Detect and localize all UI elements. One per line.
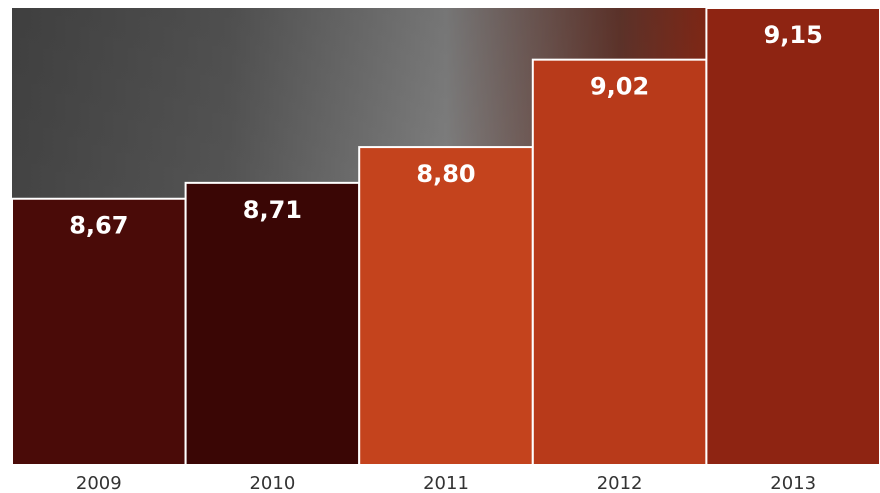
x-tick-label: 2011 (423, 473, 469, 493)
value-label: 9,02 (590, 73, 649, 101)
x-tick-label: 2010 (249, 473, 295, 493)
bar (358, 146, 534, 467)
value-label: 8,80 (416, 160, 475, 188)
x-tick-label: 2009 (76, 473, 122, 493)
x-tick-label: 2013 (770, 473, 816, 493)
bar (705, 7, 880, 466)
x-tick-label: 2012 (597, 473, 643, 493)
bar (184, 181, 361, 466)
bar (531, 58, 708, 467)
bar (11, 197, 187, 466)
value-label: 8,67 (69, 212, 128, 240)
value-label: 8,71 (243, 196, 302, 224)
value-label: 9,15 (764, 21, 823, 49)
